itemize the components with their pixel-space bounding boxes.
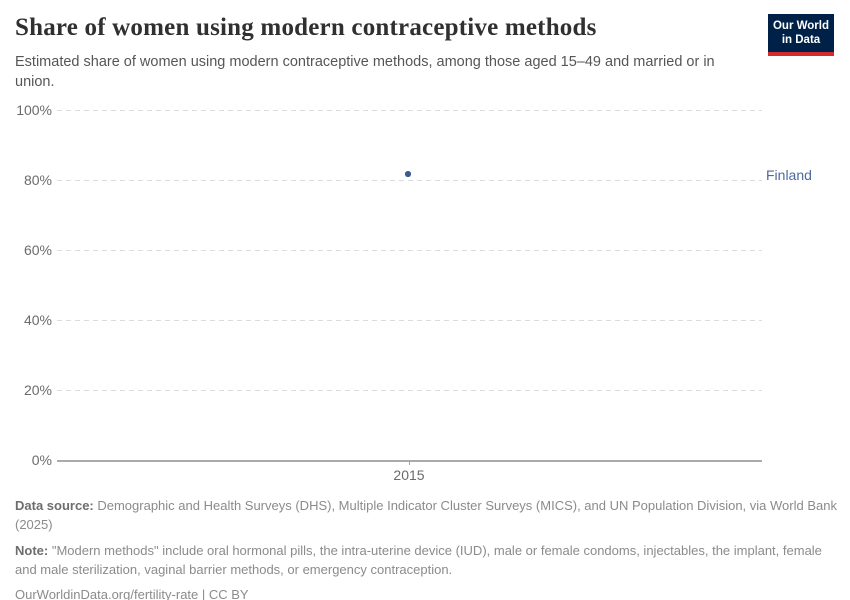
citation-link[interactable]: OurWorldinData.org/fertility-rate | CC B… [15, 587, 249, 600]
page-title: Share of women using modern contraceptiv… [15, 14, 597, 41]
chart-subtitle: Estimated share of women using modern co… [15, 54, 715, 90]
note-line: Note: "Modern methods" include oral horm… [15, 542, 837, 580]
gridline-row-40: 40% [0, 310, 850, 330]
y-tick-label: 0% [31, 452, 52, 468]
y-tick-label: 80% [23, 172, 52, 188]
gridline [57, 390, 762, 391]
gridline [57, 110, 762, 111]
gridline-row-60: 60% [0, 240, 850, 260]
gridline-row-20: 20% [0, 380, 850, 400]
note-label: Note: [15, 542, 49, 558]
data-source-label: Data source: [15, 498, 94, 513]
gridline [57, 320, 762, 321]
owid-logo-line2: in Data [781, 34, 821, 47]
chart-footer: Data source: Demographic and Health Surv… [15, 497, 837, 600]
gridline [57, 180, 762, 181]
y-tick-label: 100% [16, 102, 52, 118]
owid-logo[interactable]: Our World in Data [768, 14, 834, 56]
y-tick-label: 40% [23, 312, 52, 328]
y-tick-label: 20% [23, 382, 52, 398]
x-tick-label: 2015 [393, 467, 425, 483]
data-source-text: Demographic and Health Surveys (DHS), Mu… [15, 498, 837, 532]
y-tick-label: 60% [23, 242, 52, 258]
note-text: "Modern methods" include oral hormonal p… [15, 542, 822, 577]
entity-label-finland[interactable]: Finland [766, 167, 812, 183]
owid-logo-line1: Our World [772, 20, 829, 32]
gridline [57, 250, 762, 251]
gridline-row-80: 80% [0, 170, 850, 190]
data-source-line: Data source: Demographic and Health Surv… [15, 497, 837, 535]
x-tick-mark [409, 460, 410, 465]
gridline-row-100: 100% [0, 100, 850, 120]
data-point-finland-2015[interactable] [405, 171, 411, 177]
